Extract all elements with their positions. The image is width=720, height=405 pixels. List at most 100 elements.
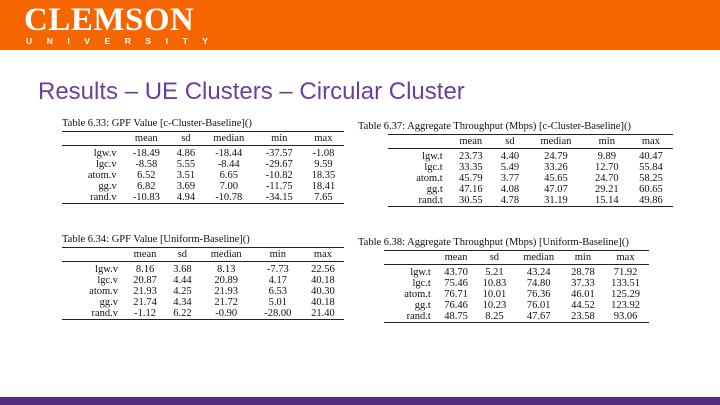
table-cell: 30.55 (458, 195, 483, 206)
table-cell: 6.65 (219, 170, 238, 181)
data-table: mean sd median min max lgw.v 8.16 3.68 8.13 -7.73… (62, 247, 344, 320)
column-header: sd (492, 134, 528, 149)
table-cell: -34.15 (265, 192, 293, 203)
table-cell: 4.08 (500, 184, 520, 195)
table-row: rand.v -10.83 4.94 -10.78 -34.15 7.65 (62, 192, 344, 204)
table-row: rand.t 30.55 4.78 31.19 15.14 49.86 (388, 195, 673, 207)
logo-university: U N I V E R S I T Y (26, 36, 208, 46)
table-cell: 76.36 (526, 289, 551, 300)
table-cell: 7.00 (219, 181, 238, 192)
column-header: max (602, 250, 649, 265)
table-cell: 4.86 (176, 148, 196, 159)
table-cell: 4.78 (500, 195, 520, 206)
table-row: rand.v -1.12 6.22 -0.90 -28.00 21.40 (62, 308, 344, 320)
column-header: min (584, 134, 629, 149)
slide-title: Results – UE Clusters – Circular Cluster (38, 78, 465, 105)
row-label: lgw.v (93, 148, 117, 159)
row-label: atom.v (87, 170, 117, 181)
row-label: lgw.t (410, 267, 431, 278)
table-6-33: Table 6.33: GPF Value [c-Cluster-Baselin… (62, 118, 344, 204)
table-cell: 6.52 (137, 170, 156, 181)
table-cell: 3.69 (176, 181, 196, 192)
column-header: max (301, 247, 344, 262)
table-cell: 3.68 (173, 264, 192, 275)
table-cell: 6.22 (173, 308, 192, 319)
table-caption: Table 6.37: Aggregate Throughput (Mbps) … (358, 121, 631, 132)
row-label: lgc.v (95, 159, 117, 170)
row-label: lgc.t (412, 278, 431, 289)
table-cell: -10.83 (132, 192, 160, 203)
row-label: atom.v (89, 286, 119, 297)
row-label: rand.t (406, 311, 431, 322)
table-cell: 23.73 (458, 151, 483, 162)
row-label: atom.t (404, 289, 431, 300)
table-row: atom.v 21.93 4.25 21.93 6.53 40.30 (62, 286, 344, 297)
column-header: median (198, 247, 254, 262)
table-cell: -37.57 (265, 148, 293, 159)
column-header: min (255, 131, 303, 146)
header-bar: CLEMSON U N I V E R S I T Y (0, 0, 720, 50)
table-cell: 4.25 (173, 286, 192, 297)
table-cell: 3.77 (500, 173, 520, 184)
table-6-38: Table 6.38: Aggregate Throughput (Mbps) … (358, 237, 649, 323)
logo-letter: I (165, 36, 169, 46)
row-label: lgc.t (424, 162, 443, 173)
table-cell: 40.47 (639, 151, 663, 162)
table-cell: 10.01 (482, 289, 507, 300)
table-row: lgw.t 23.73 4.40 24.79 9.89 40.47 (388, 149, 673, 163)
logo-wordmark: CLEMSON (24, 2, 195, 38)
table-cell: 45.79 (458, 173, 483, 184)
data-table: mean sd median min max lgw.v -18.49 4.86 -18.44-… (62, 131, 344, 204)
table-cell: 76.71 (444, 289, 468, 300)
clemson-logo: CLEMSON U N I V E R S I T Y (24, 3, 214, 47)
column-header: sd (475, 250, 514, 265)
table-cell: 133.51 (611, 278, 640, 289)
table-row: atom.v 6.52 3.51 6.65 -10.82 18.35 (62, 170, 344, 181)
table-cell: 10.23 (482, 300, 507, 311)
table-cell: 21.93 (214, 286, 239, 297)
table-cell: 74.80 (526, 278, 551, 289)
column-header: median (513, 250, 564, 265)
logo-letter: U (26, 36, 33, 46)
column-header (62, 131, 123, 146)
table-row: lgc.t 33.35 5.49 33.26 12.70 55.84 (388, 162, 673, 173)
table-cell: 15.14 (594, 195, 619, 206)
table-row: lgc.v -8.58 5.55 -8.44 -29.67 9.59 (62, 159, 344, 170)
table-cell: 28.78 (571, 267, 595, 278)
table-6-37: Table 6.37: Aggregate Throughput (Mbps) … (358, 121, 673, 207)
table-cell: -18.44 (215, 148, 243, 159)
table-cell: 20.87 (133, 275, 157, 286)
row-label: lgw.t (422, 151, 443, 162)
table-row: gg.t 47.16 4.08 47.07 29.21 60.65 (388, 184, 673, 195)
table-cell: -29.67 (265, 159, 293, 170)
column-header: mean (122, 131, 170, 146)
table-cell: 33.26 (544, 162, 568, 173)
table-row: atom.t 76.71 10.01 76.36 46.01 125.29 (384, 289, 649, 300)
logo-letter: Y (202, 36, 208, 46)
table-cell: -1.08 (312, 148, 335, 159)
table-cell: 45.65 (544, 173, 568, 184)
table-cell: 47.67 (526, 311, 551, 322)
table-caption: Table 6.38: Aggregate Throughput (Mbps) … (358, 237, 629, 248)
table-cell: -11.75 (265, 181, 293, 192)
table-cell: 24.70 (594, 173, 619, 184)
column-header: sd (166, 247, 199, 262)
table-cell: 37.33 (571, 278, 595, 289)
row-label: atom.t (416, 173, 443, 184)
logo-letter: T (182, 36, 188, 46)
table-cell: 4.94 (176, 192, 196, 203)
table-cell: 20.89 (214, 275, 239, 286)
table-cell: 21.72 (214, 297, 239, 308)
table-cell: 21.74 (133, 297, 157, 308)
row-label: gg.v (98, 181, 117, 192)
table-row: gg.v 21.74 4.34 21.72 5.01 40.18 (62, 297, 344, 308)
data-table: mean sd median min max lgw.t 43.70 5.21 43.24 28.… (384, 250, 649, 323)
table-cell: 76.46 (444, 300, 468, 311)
column-header: median (527, 134, 585, 149)
column-header: median (201, 131, 256, 146)
table-cell: 55.84 (639, 162, 663, 173)
table-cell: 93.06 (613, 311, 638, 322)
table-row: lgc.t 75.46 10.83 74.80 37.33 133.51 (384, 278, 649, 289)
table-cell: 24.79 (544, 151, 568, 162)
data-table: mean sd median min max lgw.t 23.73 4.40 24.79 9.8… (388, 134, 673, 207)
